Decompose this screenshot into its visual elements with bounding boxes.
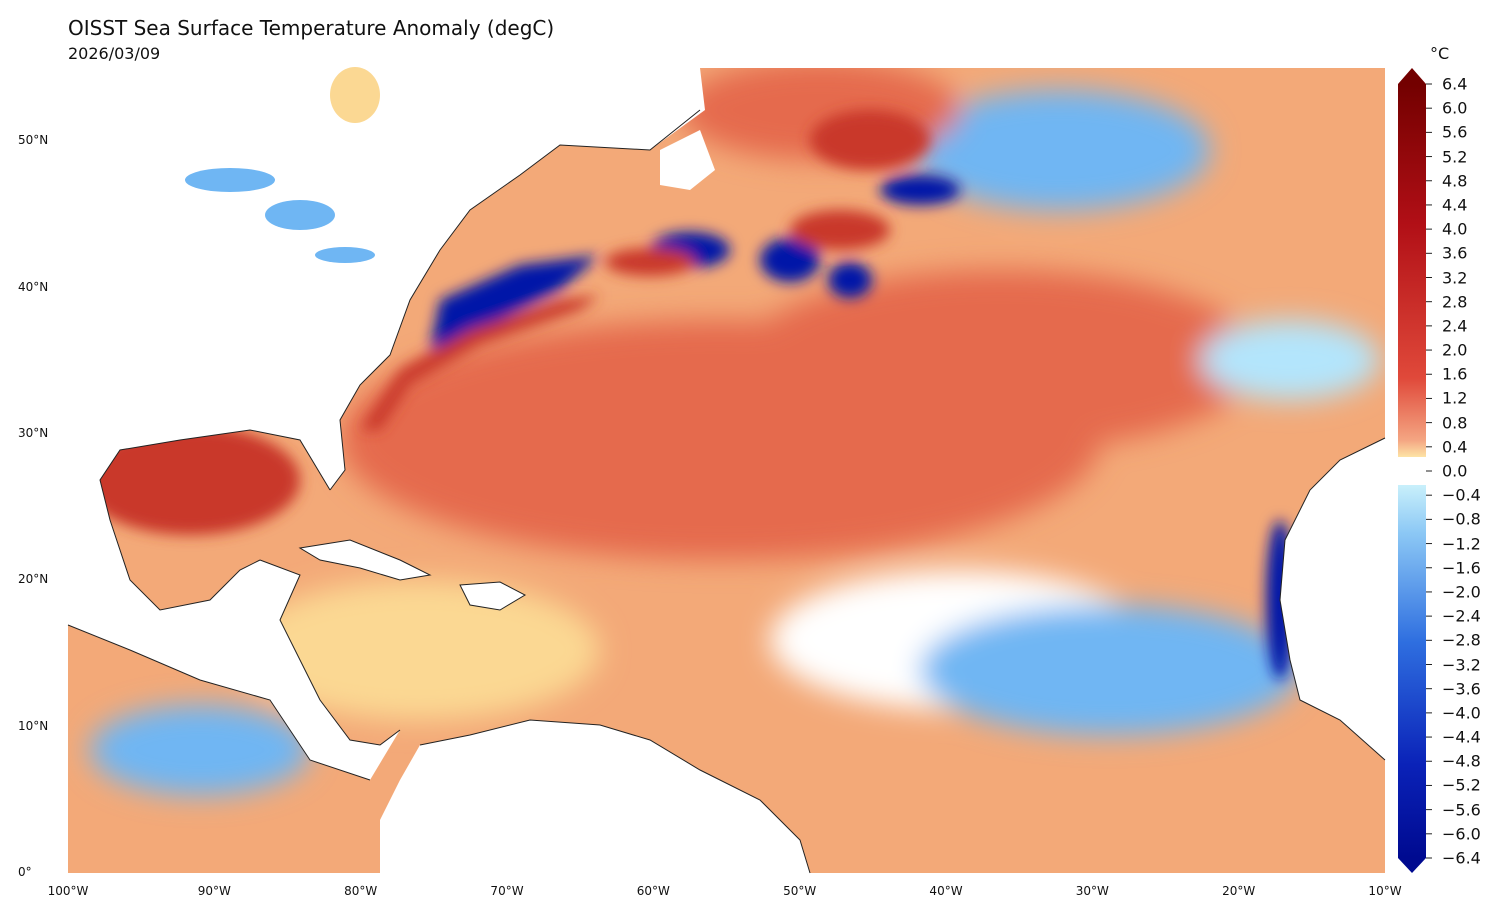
hot-anomaly-gulf-of-mexico	[80, 425, 300, 535]
colorbar-label: −4.0	[1442, 703, 1481, 723]
coastline-cuba	[298, 539, 432, 581]
colorbar-label: −6.4	[1442, 848, 1481, 868]
cool-anomaly-east-tropical	[920, 605, 1300, 735]
colorbar-label: 1.2	[1442, 388, 1468, 408]
colorbar-label: −1.2	[1442, 534, 1481, 554]
lake-superior	[185, 168, 275, 192]
land-south-america	[380, 720, 810, 873]
colorbar-label: −2.0	[1442, 582, 1481, 602]
cool-anomaly-pacific	[90, 705, 310, 795]
lon-label-90w: 90°W	[197, 884, 231, 898]
coastline-us-east	[329, 109, 701, 491]
colorbar-label: 0.4	[1442, 437, 1468, 457]
lon-label-30w: 30°W	[1075, 884, 1109, 898]
lon-label-40w: 40°W	[929, 884, 963, 898]
colorbar-label: 3.2	[1442, 268, 1468, 287]
land-iceland-newfoundland	[660, 130, 715, 190]
colorbar-label: 2.0	[1442, 340, 1468, 360]
colorbar-label: 4.8	[1442, 171, 1468, 191]
cold-anomaly-shelf	[430, 255, 600, 350]
colorbar-label: 2.4	[1442, 316, 1468, 336]
colorbar-label: 3.6	[1442, 243, 1468, 263]
colorbar-label: 4.0	[1442, 219, 1468, 239]
cool-anomaly-north	[910, 90, 1210, 210]
gulf-stream-warm-band	[360, 295, 600, 430]
lon-label-70w: 70°W	[490, 884, 524, 898]
coastline-south-america	[419, 719, 811, 874]
colorbar-label: −0.8	[1442, 509, 1481, 529]
lon-label-80w: 80°W	[344, 884, 378, 898]
neutral-patch-caribbean	[240, 580, 600, 720]
cold-eddy-2	[760, 238, 820, 282]
colorbar-label: −5.2	[1442, 775, 1481, 795]
lake-erie-ontario	[315, 247, 375, 263]
coastlines	[67, 109, 1386, 874]
cold-eddy-4	[880, 175, 960, 205]
colorbar-label: −4.8	[1442, 751, 1481, 771]
colorbar-label: −2.4	[1442, 606, 1481, 626]
chart-date: 2026/03/09	[68, 44, 161, 63]
colorbar-label: −6.0	[1442, 824, 1481, 844]
lat-label-50n: 50°N	[18, 133, 49, 148]
colorbar-label: 5.2	[1442, 147, 1468, 167]
coastline-pacific-mexico	[67, 624, 371, 781]
colorbar-top-extend	[1398, 68, 1426, 84]
colorbar-bottom-extend	[1398, 858, 1426, 873]
colorbar-label: −3.2	[1442, 655, 1481, 674]
colorbar-body	[1398, 84, 1426, 858]
colorbar-unit: °C	[1430, 44, 1450, 63]
sst-field	[68, 68, 1385, 873]
colorbar-label: −5.6	[1442, 800, 1481, 820]
hot-eddy-2	[790, 210, 890, 250]
lon-label-20w: 20°W	[1222, 884, 1256, 898]
colorbar-label: −0.4	[1442, 485, 1481, 505]
lon-label-60w: 60°W	[636, 884, 670, 898]
coastline-central-america	[259, 559, 401, 746]
colorbar-label: 6.0	[1442, 98, 1468, 118]
lake-michigan-huron	[265, 200, 335, 230]
coastline-africa	[1279, 437, 1386, 761]
chart-title: OISST Sea Surface Temperature Anomaly (d…	[68, 16, 555, 40]
colorbar-label: −3.6	[1442, 679, 1481, 699]
warm-anomaly-northeast	[740, 270, 1260, 450]
colorbar-label: 6.4	[1442, 74, 1468, 94]
colorbar-label: 1.6	[1442, 364, 1468, 384]
hot-eddy-3	[810, 110, 930, 170]
coastline-hispaniola	[459, 581, 527, 611]
lat-label-10n: 10°N	[18, 718, 49, 733]
colorbar-label: −4.4	[1442, 727, 1481, 747]
hot-eddy-1	[605, 248, 695, 276]
colorbar-label: −1.6	[1442, 558, 1481, 578]
land-hispaniola	[460, 582, 525, 610]
cold-eddy-3	[828, 262, 872, 298]
colorbar-label: 4.4	[1442, 195, 1468, 215]
hudson-bay-strip	[330, 67, 380, 123]
colorbar-label: 0.0	[1442, 461, 1468, 481]
colorbar-label: 0.8	[1442, 413, 1468, 433]
lake-colors	[185, 67, 380, 263]
lon-label-100w: 100°W	[47, 884, 89, 898]
colorbar-label: −2.8	[1442, 630, 1481, 650]
lat-label-40n: 40°N	[18, 279, 49, 294]
colorbar-label: 5.6	[1442, 122, 1468, 142]
coastline-gulf	[99, 429, 331, 611]
colorbar-label: 2.8	[1442, 292, 1468, 312]
colorbar	[1398, 68, 1432, 873]
land-africa	[1280, 438, 1385, 760]
lat-label-0: 0°	[18, 865, 32, 879]
cool-anomaly-azores	[1200, 320, 1380, 400]
lon-label-10w: 10°W	[1368, 884, 1402, 898]
lat-label-30n: 30°N	[18, 425, 49, 440]
colorbar-ticks	[1426, 83, 1432, 859]
lat-label-20n: 20°N	[18, 572, 49, 587]
land-north-america	[68, 68, 705, 780]
lon-label-50w: 50°W	[783, 884, 817, 898]
land-cuba	[300, 540, 430, 580]
